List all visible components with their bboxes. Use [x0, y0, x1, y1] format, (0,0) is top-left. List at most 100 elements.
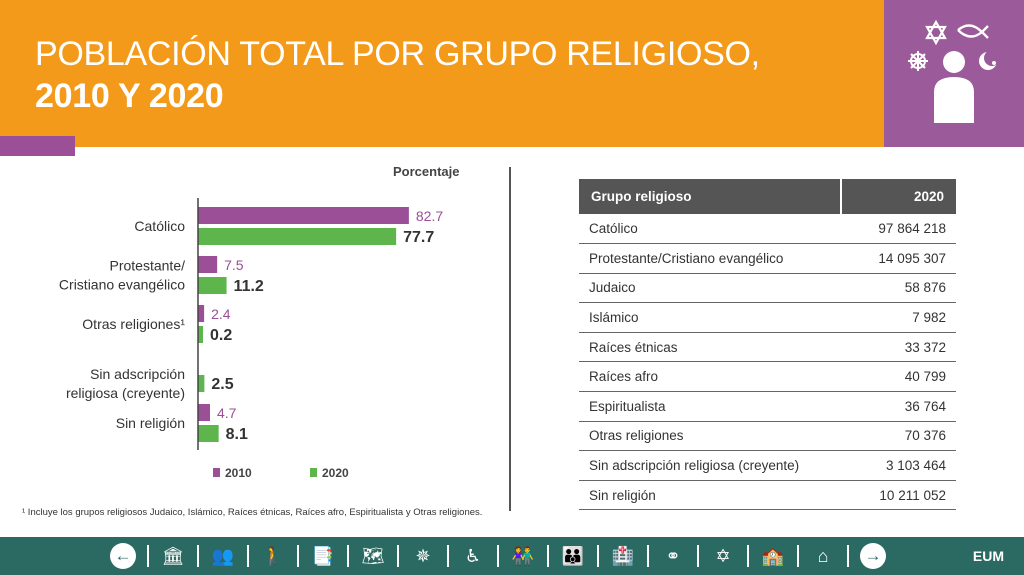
page-title-line1: POBLACIÓN TOTAL POR GRUPO RELIGIOSO, — [35, 35, 760, 73]
table-cell-value: 97 864 218 — [841, 214, 956, 245]
table-row: Espiritualista 36 764 — [579, 391, 956, 422]
fish-icon — [957, 24, 989, 39]
table-row: Sin adscripción religiosa (creyente) 3 10… — [579, 450, 956, 481]
dharma-wheel-icon — [908, 51, 928, 71]
bar-2020 — [198, 375, 205, 392]
star-of-david-icon — [925, 19, 947, 46]
bar-2010 — [198, 305, 205, 322]
legend-swatch-2020 — [310, 468, 317, 477]
table-header-row: Grupo religioso 2020 — [579, 179, 956, 214]
person-icon — [934, 51, 974, 123]
bar-2010 — [198, 256, 218, 273]
data-label-2010: 7.5 — [224, 257, 244, 273]
category-label: Protestante/ — [110, 258, 186, 274]
table-cell-value: 33 372 — [841, 332, 956, 363]
page-title: POBLACIÓN TOTAL POR GRUPO RELIGIOSO, 201… — [35, 33, 760, 117]
table-cell-value: 14 095 307 — [841, 243, 956, 274]
table-cell-group: Sin adscripción religiosa (creyente) — [579, 450, 841, 481]
table-cell-value: 40 799 — [841, 361, 956, 393]
bar-2020 — [198, 425, 219, 442]
table-row: Raíces étnicas 33 372 — [579, 332, 956, 363]
data-label-2010: 4.7 — [217, 405, 237, 421]
table-cell-value: 58 876 — [841, 273, 956, 304]
couple-icon[interactable]: 👫 — [511, 545, 535, 566]
nav-separator — [347, 545, 349, 567]
religion-icon — [908, 19, 1000, 123]
prev-arrow-icon[interactable]: ← — [108, 541, 138, 571]
bar-2010 — [198, 207, 409, 224]
population-icon[interactable]: 👥 — [211, 545, 235, 566]
crescent-icon — [979, 50, 1000, 70]
nav-separator — [697, 545, 699, 567]
accent-bar — [0, 136, 75, 156]
table-row: Sin religión 10 211 052 — [579, 480, 956, 511]
nav-separator — [597, 545, 599, 567]
table-cell-value: 3 103 464 — [841, 450, 956, 481]
compass-icon[interactable]: ✵ — [415, 545, 431, 566]
nav-separator — [197, 545, 199, 567]
nav-separator — [547, 545, 549, 567]
table-cell-group: Sin religión — [579, 480, 841, 511]
bar-2010 — [198, 404, 210, 421]
data-label-2020: 0.2 — [210, 327, 232, 344]
bar-2020 — [198, 326, 203, 343]
table-cell-group: Raíces étnicas — [579, 332, 841, 363]
table-cell-group: Protestante/Cristiano evangélico — [579, 243, 841, 274]
table-cell-group: Judaico — [579, 273, 841, 304]
wheelchair-icon[interactable]: ♿ — [464, 545, 482, 566]
hospital-icon[interactable]: 🏥 — [611, 545, 635, 566]
table-row: Judaico 58 876 — [579, 273, 956, 304]
data-label-2020: 77.7 — [403, 229, 434, 246]
nav-separator — [847, 545, 849, 567]
category-label: Cristiano evangélico — [59, 277, 185, 293]
religion-icon-panel — [884, 0, 1024, 147]
religion-table: Grupo religioso 2020 Católico 97 864 218 … — [579, 179, 956, 511]
data-label-2020: 2.5 — [211, 376, 233, 393]
category-label: religiosa (creyente) — [66, 385, 185, 401]
school-icon[interactable]: 🏫 — [761, 545, 785, 566]
table-header-year: 2020 — [841, 179, 956, 214]
table-cell-group: Raíces afro — [579, 361, 841, 393]
chart-unit-label: Porcentaje — [393, 164, 460, 179]
category-label: Otras religiones¹ — [82, 316, 185, 332]
bar-2020 — [198, 228, 397, 245]
header-banner: POBLACIÓN TOTAL POR GRUPO RELIGIOSO, 201… — [0, 0, 884, 147]
nav-separator — [797, 545, 799, 567]
table-row: Islámico 7 982 — [579, 302, 956, 333]
building-icon[interactable]: 🏛 — [161, 545, 185, 566]
home-icon[interactable]: ⌂ — [817, 545, 829, 566]
table-cell-value: 36 764 — [841, 391, 956, 422]
vertical-divider — [509, 167, 511, 511]
family-icon[interactable]: 👪 — [561, 545, 585, 566]
footer-nav-bar: ← 🏛 👥 🚶 📑 🗺 ✵ ♿ 👫 👪 🏥 ⚭ ✡ 🏫 ⌂ → EUM — [0, 537, 1024, 575]
bar-2020 — [198, 277, 227, 294]
table-row: Protestante/Cristiano evangélico 14 095 3… — [579, 243, 956, 274]
data-label-2010: 82.7 — [416, 208, 443, 224]
category-label: Católico — [134, 218, 185, 234]
table-cell-value: 7 982 — [841, 302, 956, 333]
nav-separator — [397, 545, 399, 567]
chart-footnote: ¹ Incluye los grupos religiosos Judaico,… — [22, 507, 483, 518]
rings-icon[interactable]: ⚭ — [665, 545, 681, 566]
nav-separator — [147, 545, 149, 567]
data-label-2020: 8.1 — [226, 426, 248, 443]
religion-icon[interactable]: ✡ — [715, 545, 731, 566]
nav-separator — [497, 545, 499, 567]
table-row: Raíces afro 40 799 — [579, 361, 956, 393]
table-cell-group: Católico — [579, 214, 841, 245]
person-icon[interactable]: 🚶 — [261, 545, 285, 566]
map-icon[interactable]: 🗺 — [361, 545, 385, 566]
table-cell-group: Otras religiones — [579, 421, 841, 452]
legend-swatch-2010 — [213, 468, 220, 477]
category-label: Sin adscripción — [90, 366, 185, 382]
documents-icon[interactable]: 📑 — [311, 545, 335, 566]
nav-separator — [297, 545, 299, 567]
category-label: Sin religión — [116, 415, 185, 431]
nav-separator — [647, 545, 649, 567]
data-label-2010: 2.4 — [211, 306, 231, 322]
table-cell-value: 10 211 052 — [841, 480, 956, 511]
footer-nav: ← 🏛 👥 🚶 📑 🗺 ✵ ♿ 👫 👪 🏥 ⚭ ✡ 🏫 ⌂ → — [108, 537, 888, 575]
nav-separator — [247, 545, 249, 567]
nav-separator — [447, 545, 449, 567]
next-arrow-icon[interactable]: → — [858, 541, 888, 571]
